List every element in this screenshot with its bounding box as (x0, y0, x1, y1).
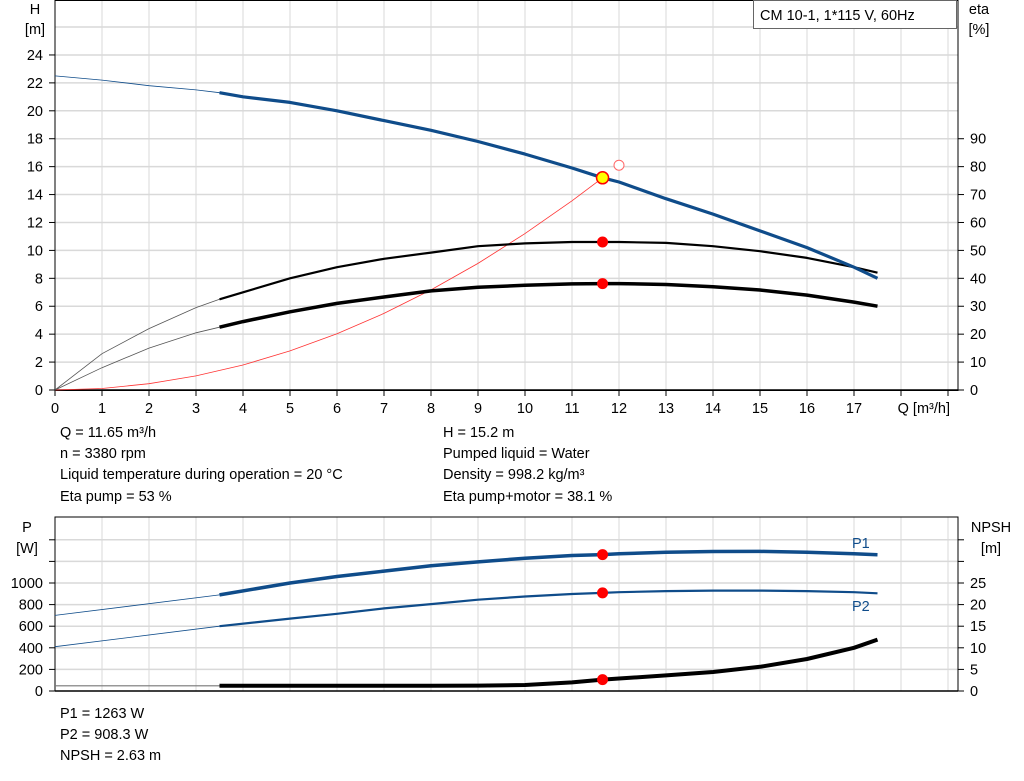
y-tick-label-left: 600 (19, 619, 43, 635)
duty-point-marker (595, 171, 610, 185)
info-head: H = 15.2 m (443, 425, 515, 441)
y-tick-label-left: 800 (19, 598, 43, 614)
p2-duty-marker (597, 587, 609, 599)
y-axis-label-left: P (22, 520, 32, 536)
p2-curve-line (219, 589, 878, 628)
plot-frame (54, 0, 959, 391)
x-tick-label: 11 (564, 401, 579, 417)
eta-pump-motor-duty-marker (597, 278, 609, 290)
x-tick-label: 2 (145, 401, 153, 417)
y-tick-label-left: 2 (35, 355, 43, 371)
y-tick-label-right: 90 (970, 132, 986, 148)
x-tick-label: 12 (611, 401, 627, 417)
x-tick-label: 5 (286, 401, 294, 417)
p1-curve-extension (54, 594, 220, 616)
p1-duty-marker (597, 549, 609, 561)
x-tick-label: 8 (427, 401, 435, 417)
eta-pump-duty-marker (597, 236, 609, 248)
x-tick-label: 13 (658, 401, 674, 417)
y-tick-label-left: 14 (27, 188, 43, 204)
info-npsh: NPSH = 2.63 m (60, 748, 162, 764)
x-tick-label: 1 (98, 401, 106, 417)
y-axis-unit-right: [m] (981, 541, 1001, 557)
y-tick-label-left: 0 (35, 383, 43, 399)
y-tick-label-right: 5 (970, 662, 978, 678)
npsh-duty-marker (597, 674, 609, 686)
x-tick-label: 0 (51, 401, 59, 417)
x-axis-label: Q [m³/h] (898, 401, 950, 417)
info-liquid-temperature: Liquid temperature during operation = 20… (60, 467, 343, 483)
x-tick-label: 15 (752, 401, 768, 417)
x-tick-label: 7 (380, 401, 388, 417)
y-axis-label-right: eta (969, 2, 990, 18)
eta-pump-motor-curve-line (219, 281, 878, 329)
y-tick-label-right: 60 (970, 215, 986, 231)
x-tick-label: 10 (517, 401, 533, 417)
y-tick-label-right: 80 (970, 160, 986, 176)
info-eta-pump-motor: Eta pump+motor = 38.1 % (443, 489, 613, 505)
y-tick-label-left: 20 (27, 104, 43, 120)
x-tick-label: 4 (239, 401, 247, 417)
y-tick-label-left: 4 (35, 327, 43, 343)
y-tick-label-left: 12 (27, 215, 43, 231)
x-tick-label: 16 (799, 401, 815, 417)
y-tick-label-left: 24 (27, 48, 43, 64)
y-tick-label-right: 25 (970, 576, 986, 592)
y-axis-unit-left: [m] (25, 22, 45, 38)
info-p1: P1 = 1263 W (60, 706, 145, 722)
y-tick-label-left: 22 (27, 76, 43, 92)
y-tick-label-left: 8 (35, 271, 43, 287)
info-q: Q = 11.65 m³/h (60, 425, 157, 441)
y-tick-label-left: 200 (19, 662, 43, 678)
y-tick-label-right: 10 (970, 641, 986, 657)
y-tick-label-left: 16 (27, 160, 43, 176)
p1-series-label: P1 (852, 536, 870, 552)
y-tick-label-right: 15 (970, 619, 986, 635)
p2-series-label: P2 (852, 599, 870, 615)
x-tick-label: 9 (474, 401, 482, 417)
info-speed: n = 3380 rpm (60, 446, 146, 462)
info-p2: P2 = 908.3 W (60, 727, 149, 743)
eta-pump-curve-line (219, 240, 878, 301)
p2-curve-extension (54, 625, 220, 648)
x-tick-label: 3 (192, 401, 200, 417)
eta-pump-motor-curve-extension (54, 326, 220, 391)
info-eta-pump: Eta pump = 53 % (60, 489, 172, 505)
y-axis-unit-right: [%] (969, 22, 990, 38)
head-curve-extension (54, 75, 220, 94)
y-tick-label-right: 30 (970, 299, 986, 315)
y-tick-label-left: 0 (35, 684, 43, 700)
npsh-curve-line (219, 637, 879, 688)
info-density: Density = 998.2 kg/m³ (443, 467, 585, 483)
y-tick-label-left: 1000 (11, 576, 43, 592)
y-tick-label-right: 40 (970, 271, 986, 287)
y-tick-label-left: 400 (19, 641, 43, 657)
y-tick-label-right: 20 (970, 598, 986, 614)
eta-pump-curve-extension (54, 298, 220, 391)
y-tick-label-right: 0 (970, 383, 978, 399)
y-axis-label-right: NPSH (971, 520, 1011, 536)
y-tick-label-right: 50 (970, 243, 986, 259)
p1-curve-line (219, 549, 878, 597)
x-tick-label: 14 (705, 401, 721, 417)
y-axis-unit-left: [W] (16, 541, 38, 557)
head-curve-line (219, 91, 879, 280)
y-tick-label-right: 70 (970, 188, 986, 204)
y-tick-label-right: 20 (970, 327, 986, 343)
y-tick-label-left: 18 (27, 132, 43, 148)
x-tick-label: 6 (333, 401, 341, 417)
x-tick-label: 17 (846, 401, 862, 417)
chart-title: CM 10-1, 1*115 V, 60Hz (760, 8, 915, 24)
info-pumped-liquid: Pumped liquid = Water (443, 446, 590, 462)
requested-point-marker (613, 159, 625, 171)
y-tick-label-right: 0 (970, 684, 978, 700)
y-tick-label-left: 6 (35, 299, 43, 315)
system-curve-line (54, 177, 603, 391)
legend-box (753, 0, 957, 29)
y-tick-label-right: 10 (970, 355, 986, 371)
y-axis-label-left: H (30, 2, 40, 18)
y-tick-label-left: 10 (27, 243, 43, 259)
